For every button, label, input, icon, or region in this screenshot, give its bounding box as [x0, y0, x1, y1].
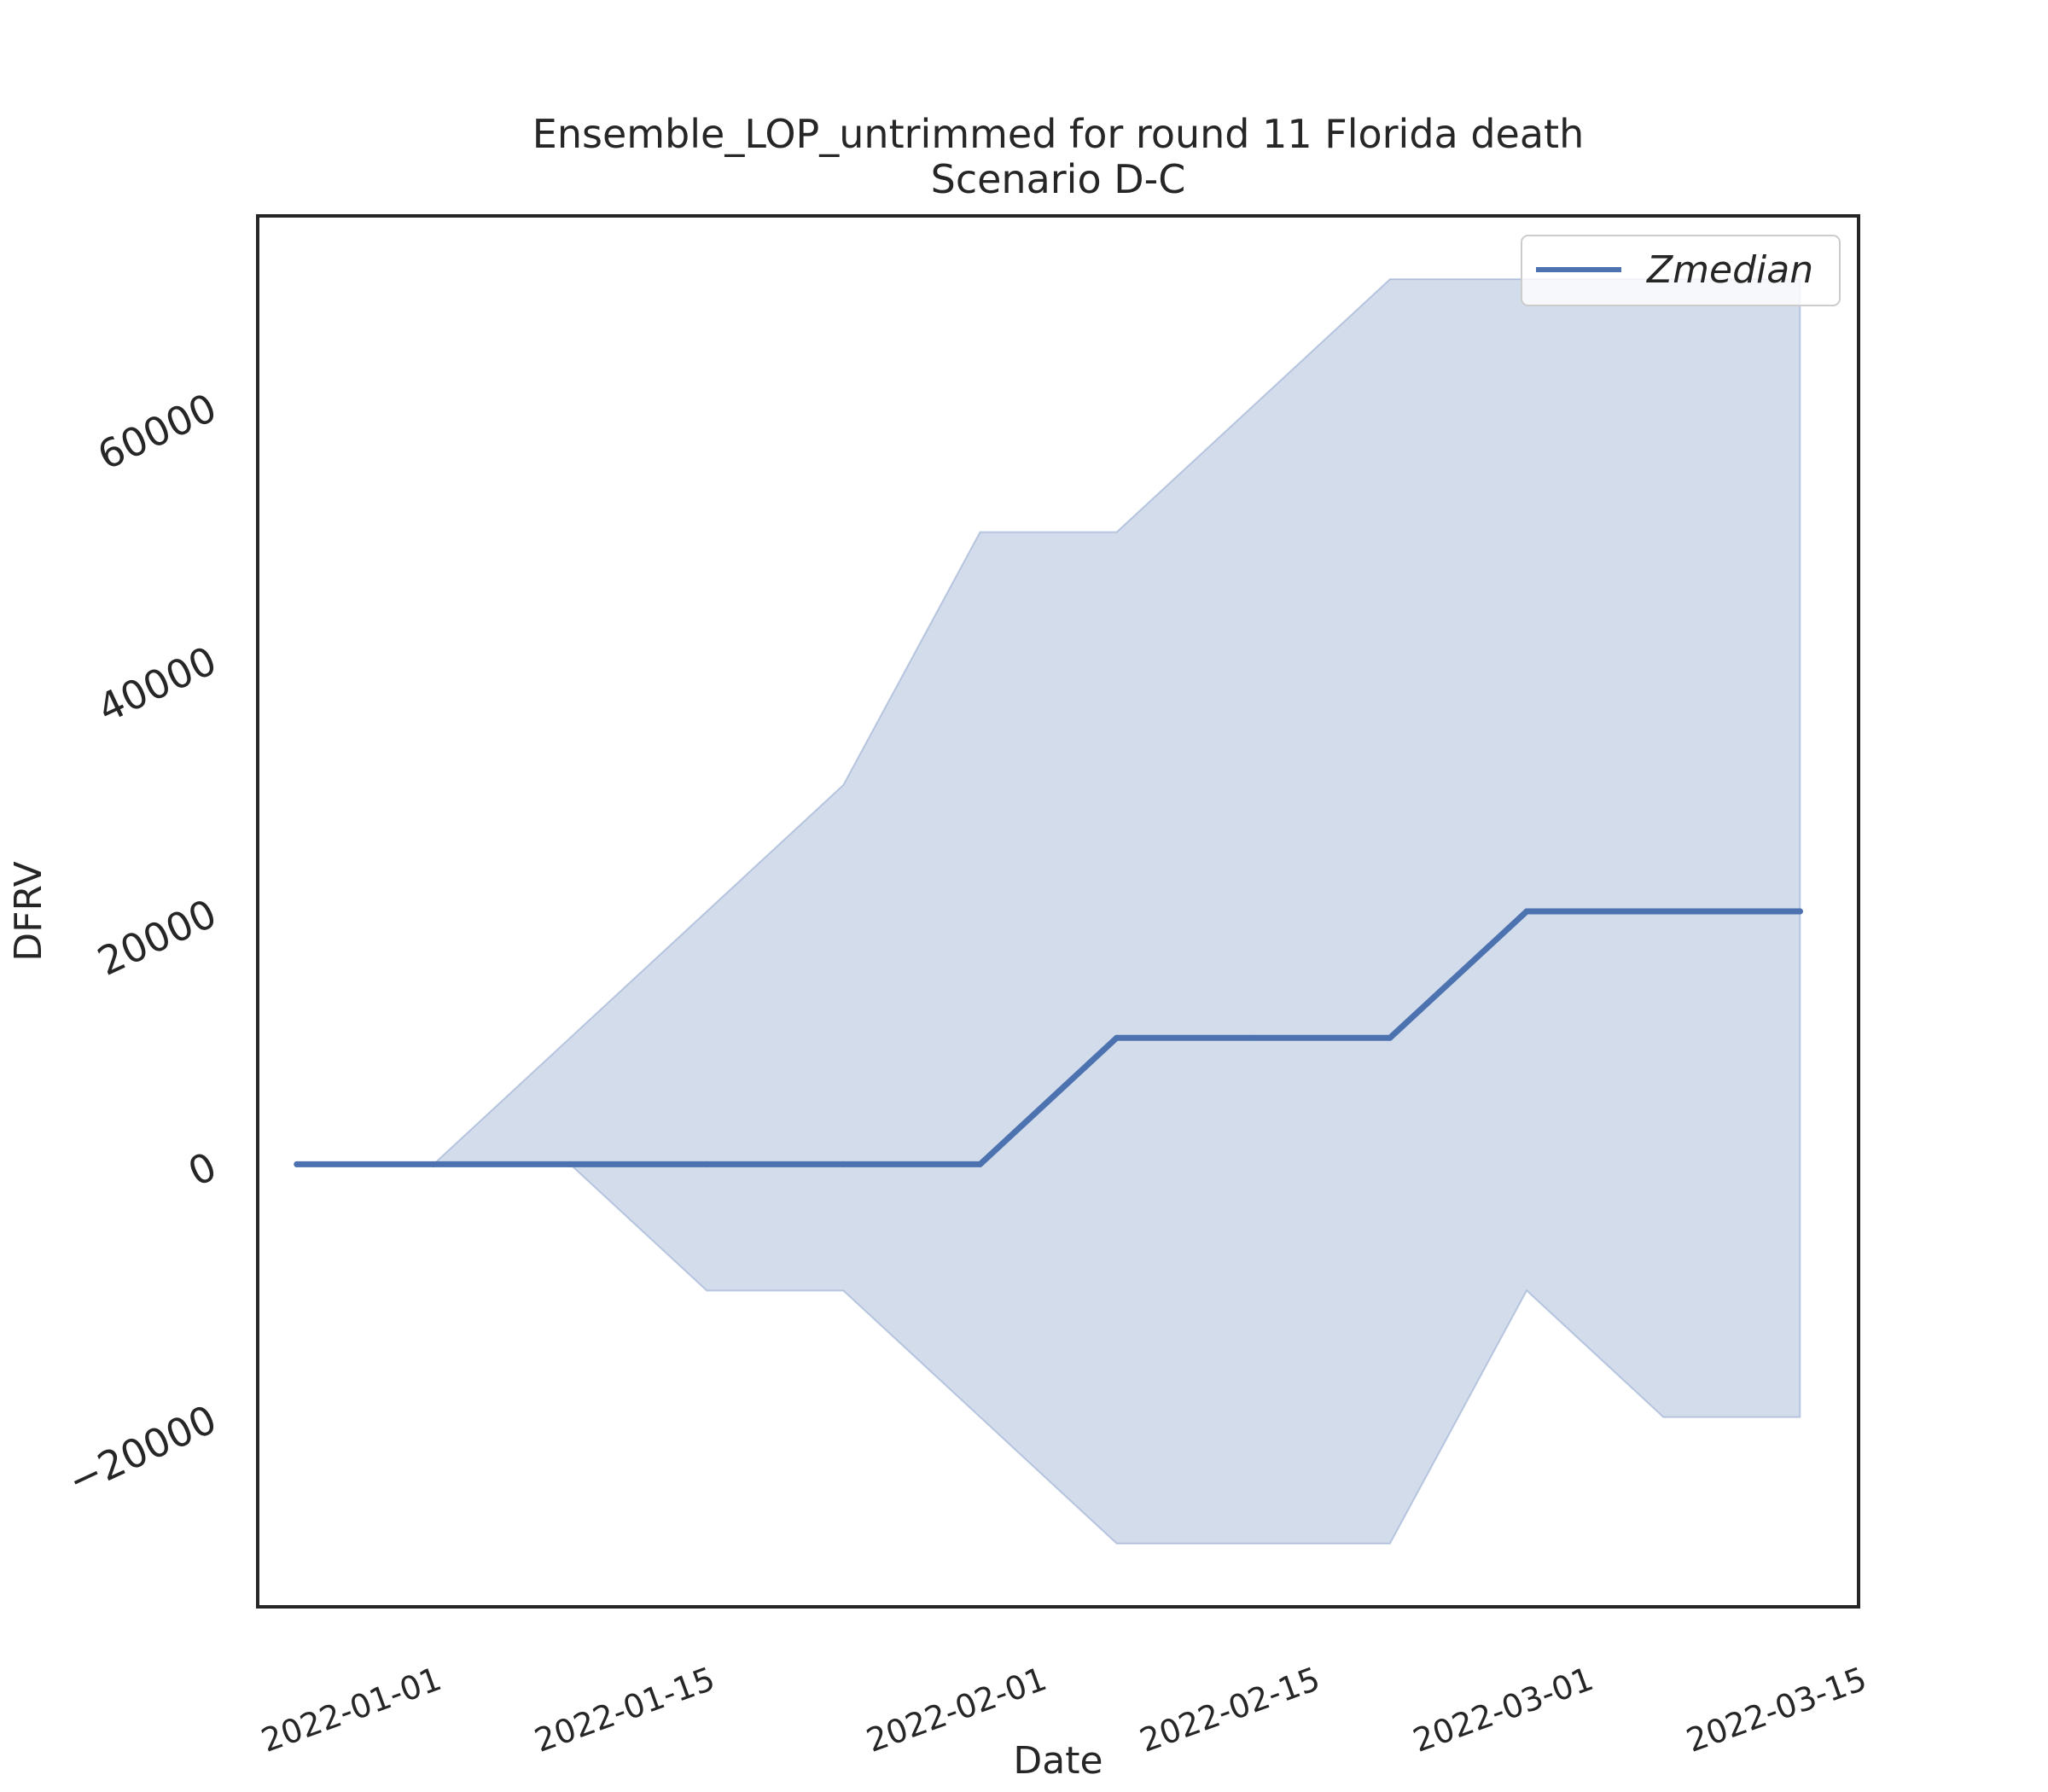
- series-line-zmedian: [294, 908, 1803, 1167]
- data-point-zmedian-5: [977, 1161, 983, 1167]
- chart-title: Ensemble_LOP_untrimmed for round 11 Flor…: [532, 111, 1584, 157]
- data-point-zmedian-4: [840, 1161, 847, 1167]
- data-point-zmedian-1: [430, 1161, 437, 1167]
- x-tick-label-1: 2022-01-15: [530, 1660, 720, 1760]
- y-axis-ticks: −20000 0 20000 40000 60000: [61, 384, 223, 1504]
- axes-frame: [256, 214, 1860, 1609]
- data-point-zmedian-10: [1660, 908, 1667, 915]
- y-tick-label-2: 20000: [90, 890, 223, 985]
- legend-label-zmedian: Zmedian: [1646, 248, 1813, 292]
- data-point-zmedian-9: [1523, 908, 1530, 915]
- data-point-zmedian-7: [1250, 1034, 1257, 1041]
- legend-box: [1521, 235, 1841, 306]
- x-axis-label: Date: [1013, 1739, 1103, 1783]
- data-point-zmedian-0: [294, 1161, 300, 1167]
- legend: Zmedian: [1521, 235, 1841, 306]
- y-tick-label-4: 60000: [90, 384, 223, 479]
- x-tick-label-0: 2022-01-01: [256, 1660, 446, 1760]
- y-tick-label-3: 40000: [90, 637, 223, 732]
- chart-subtitle: Scenario D-C: [931, 156, 1186, 202]
- data-point-zmedian-11: [1796, 908, 1803, 915]
- plot-area: [294, 278, 1803, 1545]
- y-tick-label-1: 0: [181, 1143, 223, 1195]
- data-point-zmedian-6: [1114, 1034, 1120, 1041]
- y-tick-label-0: −20000: [61, 1396, 223, 1504]
- x-tick-label-4: 2022-03-01: [1408, 1660, 1598, 1760]
- y-axis-label: DFRV: [7, 861, 50, 961]
- data-point-zmedian-8: [1387, 1034, 1393, 1041]
- data-point-zmedian-3: [703, 1161, 710, 1167]
- confidence-band: [296, 278, 1801, 1545]
- data-point-zmedian-2: [567, 1161, 573, 1167]
- x-tick-label-3: 2022-02-15: [1135, 1660, 1325, 1760]
- x-tick-label-5: 2022-03-15: [1682, 1660, 1872, 1760]
